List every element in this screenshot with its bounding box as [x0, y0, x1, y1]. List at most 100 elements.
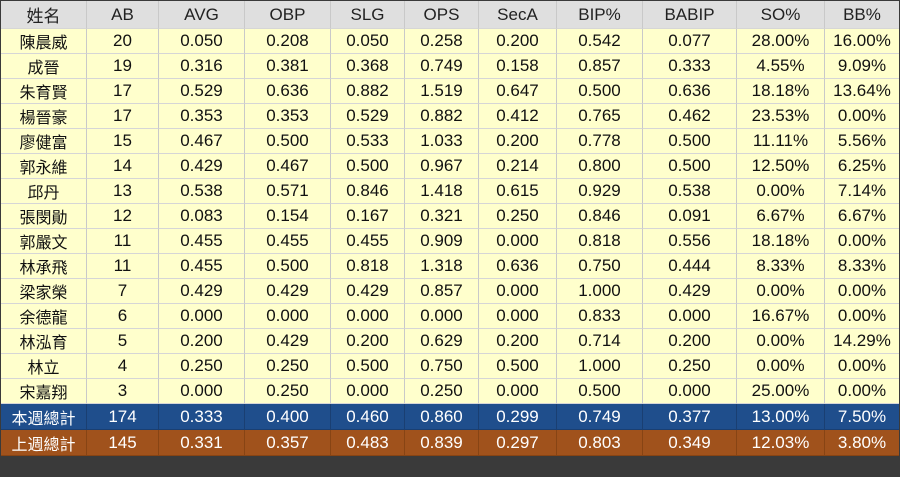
player-row: 朱育賢 17 0.529 0.636 0.882 1.519 0.647 0.500 0.636…: [1, 79, 899, 104]
cell-seca: 0.200: [479, 29, 557, 54]
cell-name: 成晉: [1, 54, 87, 79]
cell-ab: 5: [87, 329, 159, 354]
cell-so-pct: 8.33%: [737, 254, 825, 279]
cell-so-pct: 13.00%: [737, 404, 825, 430]
cell-ab: 14: [87, 154, 159, 179]
cell-ops: 1.033: [405, 129, 479, 154]
cell-ops: 1.418: [405, 179, 479, 204]
cell-ab: 12: [87, 204, 159, 229]
cell-babip: 0.000: [643, 379, 737, 404]
player-row: 楊晉豪 17 0.353 0.353 0.529 0.882 0.412 0.765 0.462…: [1, 104, 899, 129]
cell-slg: 0.882: [331, 79, 405, 104]
cell-ops: 0.882: [405, 104, 479, 129]
cell-so-pct: 0.00%: [737, 354, 825, 379]
cell-seca: 0.000: [479, 379, 557, 404]
cell-babip: 0.333: [643, 54, 737, 79]
cell-avg: 0.429: [159, 154, 245, 179]
cell-slg: 0.000: [331, 304, 405, 329]
cell-avg: 0.331: [159, 430, 245, 456]
cell-ab: 11: [87, 229, 159, 254]
cell-so-pct: 0.00%: [737, 279, 825, 304]
cell-so-pct: 28.00%: [737, 29, 825, 54]
cell-so-pct: 0.00%: [737, 179, 825, 204]
cell-so-pct: 11.11%: [737, 129, 825, 154]
cell-avg: 0.529: [159, 79, 245, 104]
cell-slg: 0.500: [331, 354, 405, 379]
player-row: 余德龍 6 0.000 0.000 0.000 0.000 0.000 0.833 0.000 1…: [1, 304, 899, 329]
cell-slg: 0.529: [331, 104, 405, 129]
cell-name: 上週總計: [1, 430, 87, 456]
cell-ops: 0.909: [405, 229, 479, 254]
cell-avg: 0.455: [159, 229, 245, 254]
cell-ops: 0.258: [405, 29, 479, 54]
cell-bb-pct: 0.00%: [825, 354, 899, 379]
cell-bip-pct: 0.800: [557, 154, 643, 179]
cell-obp: 0.250: [245, 379, 331, 404]
cell-name: 宋嘉翔: [1, 379, 87, 404]
cell-babip: 0.349: [643, 430, 737, 456]
cell-ab: 11: [87, 254, 159, 279]
cell-ab: 19: [87, 54, 159, 79]
player-row: 廖健富 15 0.467 0.500 0.533 1.033 0.200 0.778 0.500…: [1, 129, 899, 154]
cell-obp: 0.357: [245, 430, 331, 456]
cell-babip: 0.538: [643, 179, 737, 204]
column-header-seca: SecA: [479, 1, 557, 29]
cell-ops: 0.860: [405, 404, 479, 430]
cell-slg: 0.455: [331, 229, 405, 254]
batting-stats-table: 姓名 AB AVG OBP SLG OPS SecA BIP% BABIP SO…: [1, 1, 899, 456]
column-header-bb-pct: BB%: [825, 1, 899, 29]
cell-ab: 17: [87, 79, 159, 104]
cell-slg: 0.818: [331, 254, 405, 279]
cell-ops: 1.519: [405, 79, 479, 104]
cell-slg: 0.500: [331, 154, 405, 179]
cell-so-pct: 4.55%: [737, 54, 825, 79]
cell-bip-pct: 0.857: [557, 54, 643, 79]
cell-obp: 0.636: [245, 79, 331, 104]
column-header-name: 姓名: [1, 1, 87, 29]
cell-bip-pct: 0.818: [557, 229, 643, 254]
cell-ops: 0.749: [405, 54, 479, 79]
cell-bb-pct: 6.25%: [825, 154, 899, 179]
cell-babip: 0.500: [643, 129, 737, 154]
cell-name: 余德龍: [1, 304, 87, 329]
cell-bb-pct: 6.67%: [825, 204, 899, 229]
cell-obp: 0.429: [245, 279, 331, 304]
cell-name: 楊晉豪: [1, 104, 87, 129]
cell-ops: 0.750: [405, 354, 479, 379]
cell-seca: 0.615: [479, 179, 557, 204]
cell-avg: 0.316: [159, 54, 245, 79]
cell-ab: 4: [87, 354, 159, 379]
cell-bb-pct: 16.00%: [825, 29, 899, 54]
cell-babip: 0.091: [643, 204, 737, 229]
cell-name: 郭永維: [1, 154, 87, 179]
cell-bb-pct: 0.00%: [825, 304, 899, 329]
cell-ops: 0.000: [405, 304, 479, 329]
cell-avg: 0.200: [159, 329, 245, 354]
cell-ab: 17: [87, 104, 159, 129]
column-header-babip: BABIP: [643, 1, 737, 29]
header-row: 姓名 AB AVG OBP SLG OPS SecA BIP% BABIP SO…: [1, 1, 899, 29]
cell-babip: 0.444: [643, 254, 737, 279]
player-row: 陳晨威 20 0.050 0.208 0.050 0.258 0.200 0.542 0.077…: [1, 29, 899, 54]
cell-bb-pct: 0.00%: [825, 279, 899, 304]
cell-obp: 0.250: [245, 354, 331, 379]
cell-ops: 1.318: [405, 254, 479, 279]
player-row: 林承飛 11 0.455 0.500 0.818 1.318 0.636 0.750 0.444…: [1, 254, 899, 279]
cell-slg: 0.167: [331, 204, 405, 229]
cell-slg: 0.000: [331, 379, 405, 404]
cell-bip-pct: 0.803: [557, 430, 643, 456]
player-row: 林泓育 5 0.200 0.429 0.200 0.629 0.200 0.714 0.200 0…: [1, 329, 899, 354]
cell-so-pct: 18.18%: [737, 79, 825, 104]
cell-avg: 0.455: [159, 254, 245, 279]
cell-babip: 0.500: [643, 154, 737, 179]
player-row: 成晉 19 0.316 0.381 0.368 0.749 0.158 0.857 0.333 4…: [1, 54, 899, 79]
cell-seca: 0.297: [479, 430, 557, 456]
cell-avg: 0.050: [159, 29, 245, 54]
cell-avg: 0.250: [159, 354, 245, 379]
column-header-ops: OPS: [405, 1, 479, 29]
cell-bip-pct: 0.500: [557, 379, 643, 404]
cell-avg: 0.353: [159, 104, 245, 129]
cell-bip-pct: 0.500: [557, 79, 643, 104]
column-header-ab: AB: [87, 1, 159, 29]
